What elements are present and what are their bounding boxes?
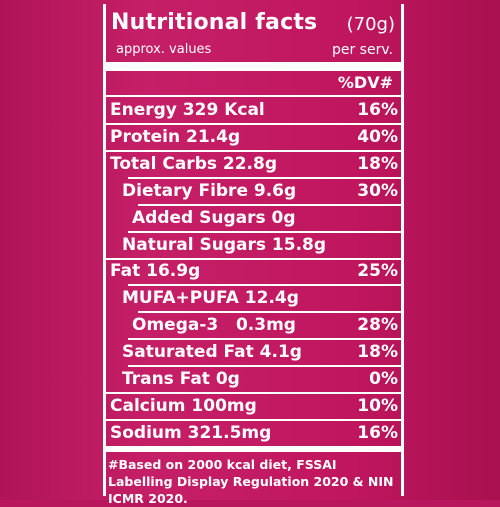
dv-header-divider	[106, 95, 401, 97]
serving-size: (70g)	[346, 14, 395, 35]
per-serving-note: per serv.	[331, 42, 393, 58]
nutrient-label: Omega-3 0.3mg	[132, 315, 296, 336]
nutrient-label: Natural Sugars 15.8g	[122, 234, 327, 255]
dv-column-header: %DV#	[337, 73, 393, 92]
nutrient-row: MUFA+PUFA 12.4g	[106, 286, 401, 314]
nutrient-dv: 28%	[357, 315, 398, 336]
nutrient-row: Protein 21.4g 40%	[106, 125, 401, 152]
nutrient-row: Fat 16.9g 25%	[106, 259, 401, 287]
row-divider	[128, 176, 401, 179]
nutrient-dv: 16%	[357, 422, 398, 443]
nutrient-label: Trans Fat 0g	[122, 369, 240, 389]
nutrient-label: MUFA+PUFA 12.4g	[122, 288, 299, 309]
nutrient-label: Fat 16.9g	[110, 261, 201, 282]
nutrient-label: Sodium 321.5mg	[110, 422, 272, 443]
nutrient-row: Calcium 100mg 10%	[106, 394, 401, 421]
row-divider	[106, 418, 401, 421]
nutrient-label: Saturated Fat 4.1g	[122, 342, 302, 363]
nutrient-row: Energy 329 Kcal 16%	[106, 98, 401, 125]
nutrient-dv: 16%	[357, 100, 398, 120]
nutrient-dv: 40%	[357, 126, 398, 147]
nutrient-label: Calcium 100mg	[110, 395, 257, 416]
nutrient-label: Energy 329 Kcal	[110, 100, 265, 120]
row-divider	[106, 392, 401, 394]
row-divider	[138, 311, 401, 314]
footnote: #Based on 2000 kcal diet, FSSAI Labellin…	[108, 457, 394, 506]
nutrient-row: Dietary Fibre 9.6g 30%	[106, 179, 401, 206]
header-divider	[106, 62, 401, 71]
nutrition-label	[103, 4, 404, 496]
row-divider	[128, 365, 401, 368]
nutrient-row: Sodium 321.5mg 16%	[106, 421, 401, 447]
label-title: Nutritional facts	[111, 10, 318, 35]
nutrient-row: Trans Fat 0g 0%	[106, 367, 401, 394]
nutrient-row: Saturated Fat 4.1g 18%	[106, 340, 401, 368]
nutrient-row: Added Sugars 0g	[106, 206, 401, 233]
approx-values-note: approx. values	[116, 42, 212, 57]
row-divider	[106, 123, 401, 125]
row-divider	[128, 338, 401, 341]
footer-divider	[106, 446, 401, 452]
nutrient-label: Added Sugars 0g	[132, 207, 296, 228]
nutrient-label: Total Carbs 22.8g	[110, 153, 278, 174]
nutrient-row: Total Carbs 22.8g 18%	[106, 152, 401, 179]
nutrient-dv: 18%	[357, 342, 398, 363]
nutrient-dv: 10%	[357, 395, 398, 416]
row-divider	[106, 257, 401, 260]
nutrient-dv: 0%	[369, 369, 398, 389]
nutrient-dv: 18%	[357, 153, 398, 174]
row-divider	[128, 230, 401, 233]
nutrient-row: Omega-3 0.3mg 28%	[106, 313, 401, 341]
nutrient-label: Protein 21.4g	[110, 126, 241, 147]
row-divider	[128, 284, 401, 287]
nutrient-dv: 25%	[357, 261, 398, 282]
row-divider	[106, 149, 401, 152]
row-divider	[138, 203, 401, 206]
nutrient-dv: 30%	[357, 180, 398, 201]
nutrient-row: Natural Sugars 15.8g	[106, 233, 401, 260]
nutrient-label: Dietary Fibre 9.6g	[122, 180, 297, 201]
